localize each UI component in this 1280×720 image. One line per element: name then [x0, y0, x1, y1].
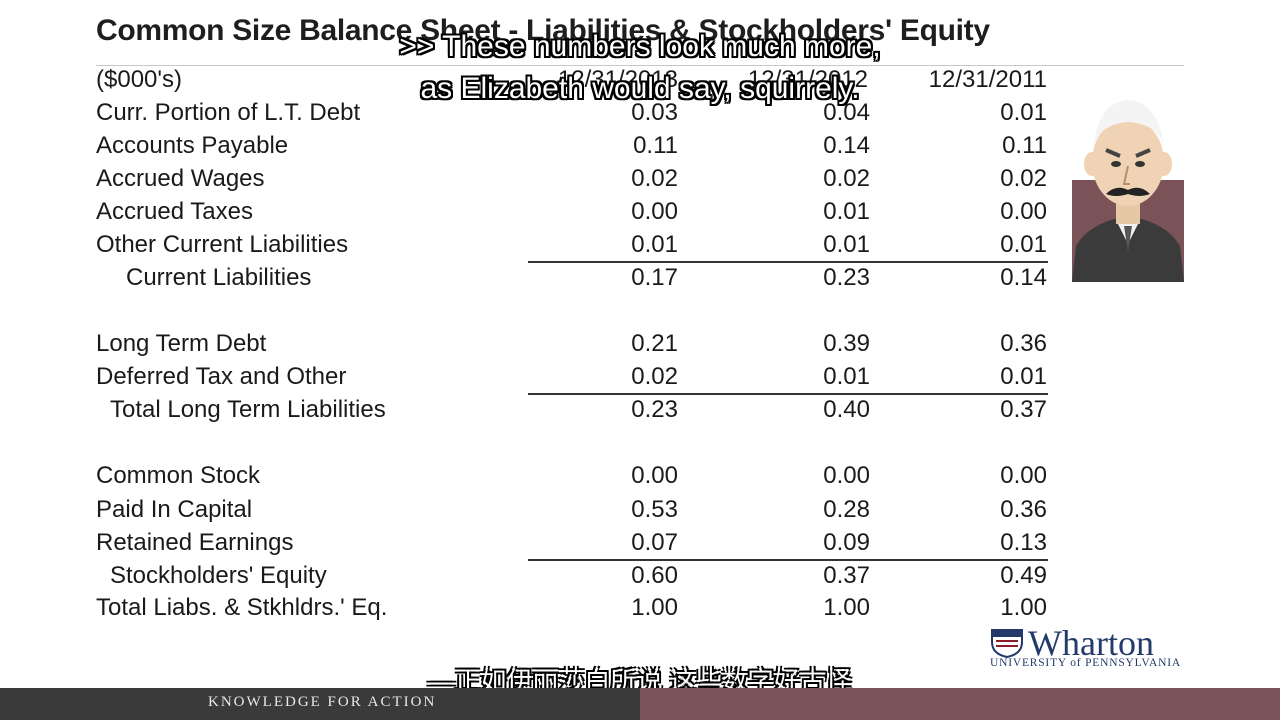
- row-label: Current Liabilities: [126, 264, 312, 291]
- footer-band-maroon: [640, 688, 1280, 720]
- table-row: Other Current Liabilities 0.01 0.01 0.01: [0, 231, 1060, 263]
- row-value: 0.02: [823, 165, 870, 192]
- column-header-2012: 12/31/2012: [747, 66, 868, 93]
- row-label: Common Stock: [96, 462, 261, 489]
- row-value: 0.01: [1000, 363, 1047, 390]
- table-row: Deferred Tax and Other 0.02 0.01 0.01: [0, 363, 1060, 395]
- row-value: 0.49: [1000, 562, 1047, 589]
- row-value: 0.14: [823, 132, 870, 159]
- row-value: 0.01: [1000, 99, 1047, 126]
- subtotal-underline: [528, 393, 1048, 395]
- table-row: Retained Earnings 0.07 0.09 0.13: [0, 529, 1060, 561]
- row-value: 1.00: [1000, 594, 1047, 621]
- row-value: 0.13: [1000, 529, 1047, 556]
- row-value: 0.11: [1002, 132, 1047, 159]
- row-value: 0.11: [633, 132, 678, 159]
- row-value: 0.28: [823, 496, 870, 523]
- units-label: ($000's): [96, 66, 182, 93]
- subtotal-underline: [528, 261, 1048, 263]
- row-label: Long Term Debt: [96, 330, 267, 357]
- row-value: 0.40: [823, 396, 870, 423]
- wharton-logo-text: Wharton: [1028, 623, 1154, 663]
- table-row-subtotal: Current Liabilities 0.17 0.23 0.14: [0, 264, 1060, 296]
- row-label: Other Current Liabilities: [96, 231, 349, 258]
- column-header-2011: 12/31/2011: [928, 66, 1047, 93]
- row-value: 0.07: [631, 529, 678, 556]
- table-row: Curr. Portion of L.T. Debt 0.03 0.04 0.0…: [0, 99, 1060, 131]
- row-value: 0.36: [1000, 330, 1047, 357]
- row-value: 0.60: [631, 562, 678, 589]
- table-row: Accrued Taxes 0.00 0.01 0.00: [0, 198, 1060, 230]
- row-label: Stockholders' Equity: [110, 562, 327, 589]
- title-rule: [96, 65, 1184, 66]
- penn-shield-icon: [991, 629, 1023, 658]
- subtitle-english-line-1: >> These numbers look much more,: [399, 30, 881, 63]
- row-value: 0.21: [631, 330, 678, 357]
- row-label: Accrued Wages: [96, 165, 265, 192]
- row-value: 0.01: [631, 231, 678, 258]
- row-value: 0.23: [631, 396, 678, 423]
- row-value: 0.02: [631, 363, 678, 390]
- row-label: Accrued Taxes: [96, 198, 253, 225]
- row-label: Total Liabs. & Stkhldrs.' Eq.: [96, 594, 388, 621]
- row-value: 0.04: [823, 99, 870, 126]
- table-row-subtotal: Total Long Term Liabilities 0.23 0.40 0.…: [0, 396, 1060, 428]
- row-value: 0.02: [631, 165, 678, 192]
- row-value: 0.23: [823, 264, 870, 291]
- footer-tagline: KNOWLEDGE FOR ACTION: [208, 694, 437, 710]
- row-value: 0.03: [631, 99, 678, 126]
- row-value: 0.09: [823, 529, 870, 556]
- row-label: Deferred Tax and Other: [96, 363, 347, 390]
- row-label: Accounts Payable: [96, 132, 289, 159]
- footer-band-dark: [0, 688, 640, 720]
- row-value: 0.37: [823, 562, 870, 589]
- row-value: 0.00: [823, 462, 870, 489]
- row-label: Total Long Term Liabilities: [110, 396, 386, 423]
- subtitle-english-line-2: as Elizabeth would say, squirrely.: [420, 72, 860, 105]
- professor-portrait: [1072, 76, 1184, 282]
- row-value: 0.53: [631, 496, 678, 523]
- table-row: Accounts Payable 0.11 0.14 0.11: [0, 132, 1060, 164]
- row-value: 1.00: [631, 594, 678, 621]
- row-value: 1.00: [823, 594, 870, 621]
- table-row-total: Total Liabs. & Stkhldrs.' Eq. 1.00 1.00 …: [0, 594, 1060, 626]
- table-row: Accrued Wages 0.02 0.02 0.02: [0, 165, 1060, 197]
- row-value: 0.37: [1000, 396, 1047, 423]
- row-label: Retained Earnings: [96, 529, 294, 556]
- row-value: 0.17: [631, 264, 678, 291]
- row-label: Paid In Capital: [96, 496, 253, 523]
- row-value: 0.02: [1000, 165, 1047, 192]
- table-row: Common Stock 0.00 0.00 0.00: [0, 462, 1060, 494]
- row-value: 0.01: [823, 231, 870, 258]
- table-row: Paid In Capital 0.53 0.28 0.36: [0, 496, 1060, 528]
- row-value: 0.36: [1000, 496, 1047, 523]
- row-value: 0.14: [1000, 264, 1047, 291]
- row-value: 0.01: [823, 198, 870, 225]
- slide-title: Common Size Balance Sheet - Liabilities …: [96, 14, 990, 47]
- row-label: Curr. Portion of L.T. Debt: [96, 99, 361, 126]
- wharton-logo-subtext: UNIVERSITY of PENNSYLVANIA: [990, 657, 1181, 669]
- row-value: 0.00: [1000, 462, 1047, 489]
- professor-illustration: [1072, 100, 1184, 282]
- row-value: 0.00: [1000, 198, 1047, 225]
- row-value: 0.39: [823, 330, 870, 357]
- row-value: 0.00: [631, 198, 678, 225]
- table-row: Long Term Debt 0.21 0.39 0.36: [0, 330, 1060, 362]
- subtotal-underline: [528, 559, 1048, 561]
- row-value: 0.01: [823, 363, 870, 390]
- column-header-2013: 12/31/2013: [557, 66, 678, 93]
- row-value: 0.01: [1000, 231, 1047, 258]
- table-row-subtotal: Stockholders' Equity 0.60 0.37 0.49: [0, 562, 1060, 594]
- row-value: 0.00: [631, 462, 678, 489]
